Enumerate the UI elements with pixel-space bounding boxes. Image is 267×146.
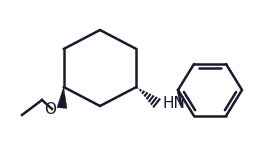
Polygon shape xyxy=(57,87,67,108)
Text: O: O xyxy=(44,102,56,118)
Text: HN: HN xyxy=(163,97,186,112)
